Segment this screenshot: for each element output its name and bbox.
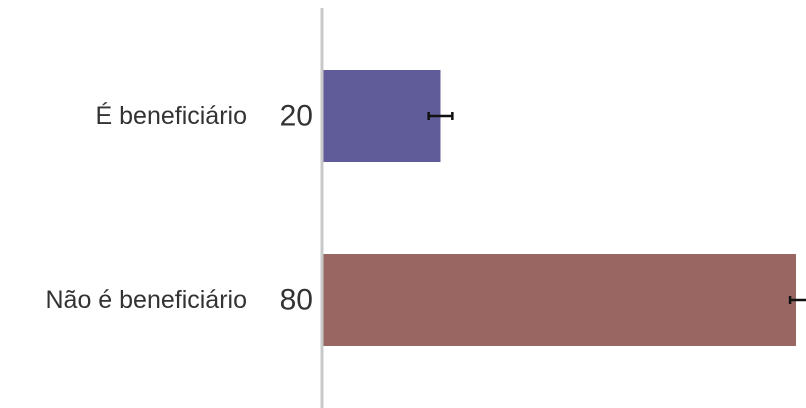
labels-layer: É beneficiário 20 Não é beneficiário 80 xyxy=(45,100,313,317)
bars-layer xyxy=(323,70,796,346)
bar-beneficiario xyxy=(323,70,441,162)
value-label: 20 xyxy=(280,100,313,133)
category-label: É beneficiário xyxy=(96,101,247,130)
bar-nao-beneficiario xyxy=(323,254,796,346)
category-label: Não é beneficiário xyxy=(45,286,247,314)
value-label: 80 xyxy=(280,284,313,317)
